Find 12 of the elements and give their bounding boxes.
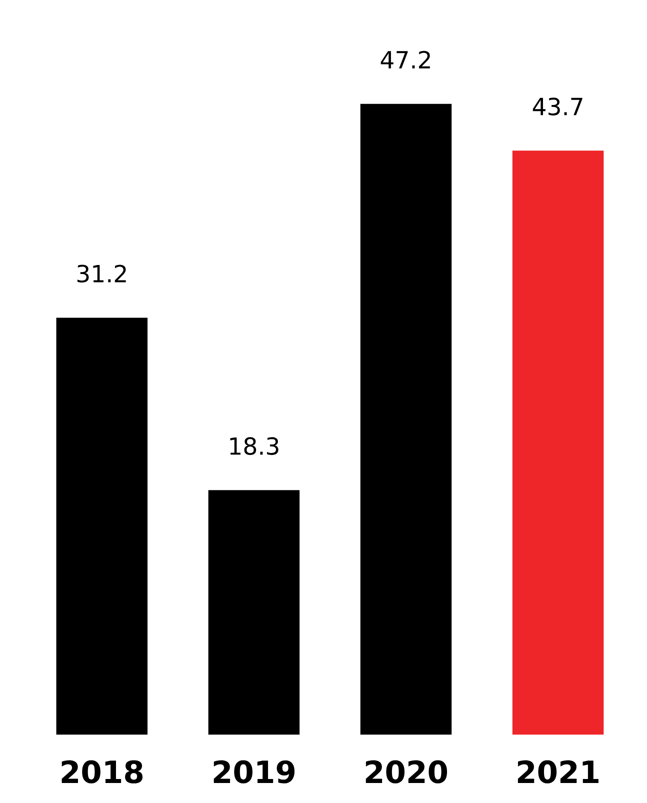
data-label: 47.2 [380, 50, 430, 68]
data-label: 31.2 [77, 264, 126, 283]
data-label: 18.3 [230, 437, 278, 455]
bar [360, 104, 452, 735]
data-label: 43.7 [532, 98, 582, 116]
bar [512, 150, 604, 735]
x-tick-label: 2021 [518, 760, 598, 784]
bar [208, 490, 300, 735]
x-tick-label: 2020 [366, 760, 448, 784]
x-tick-label: 2018 [62, 760, 143, 784]
x-tick-label: 2019 [214, 760, 295, 784]
bar [56, 318, 148, 735]
